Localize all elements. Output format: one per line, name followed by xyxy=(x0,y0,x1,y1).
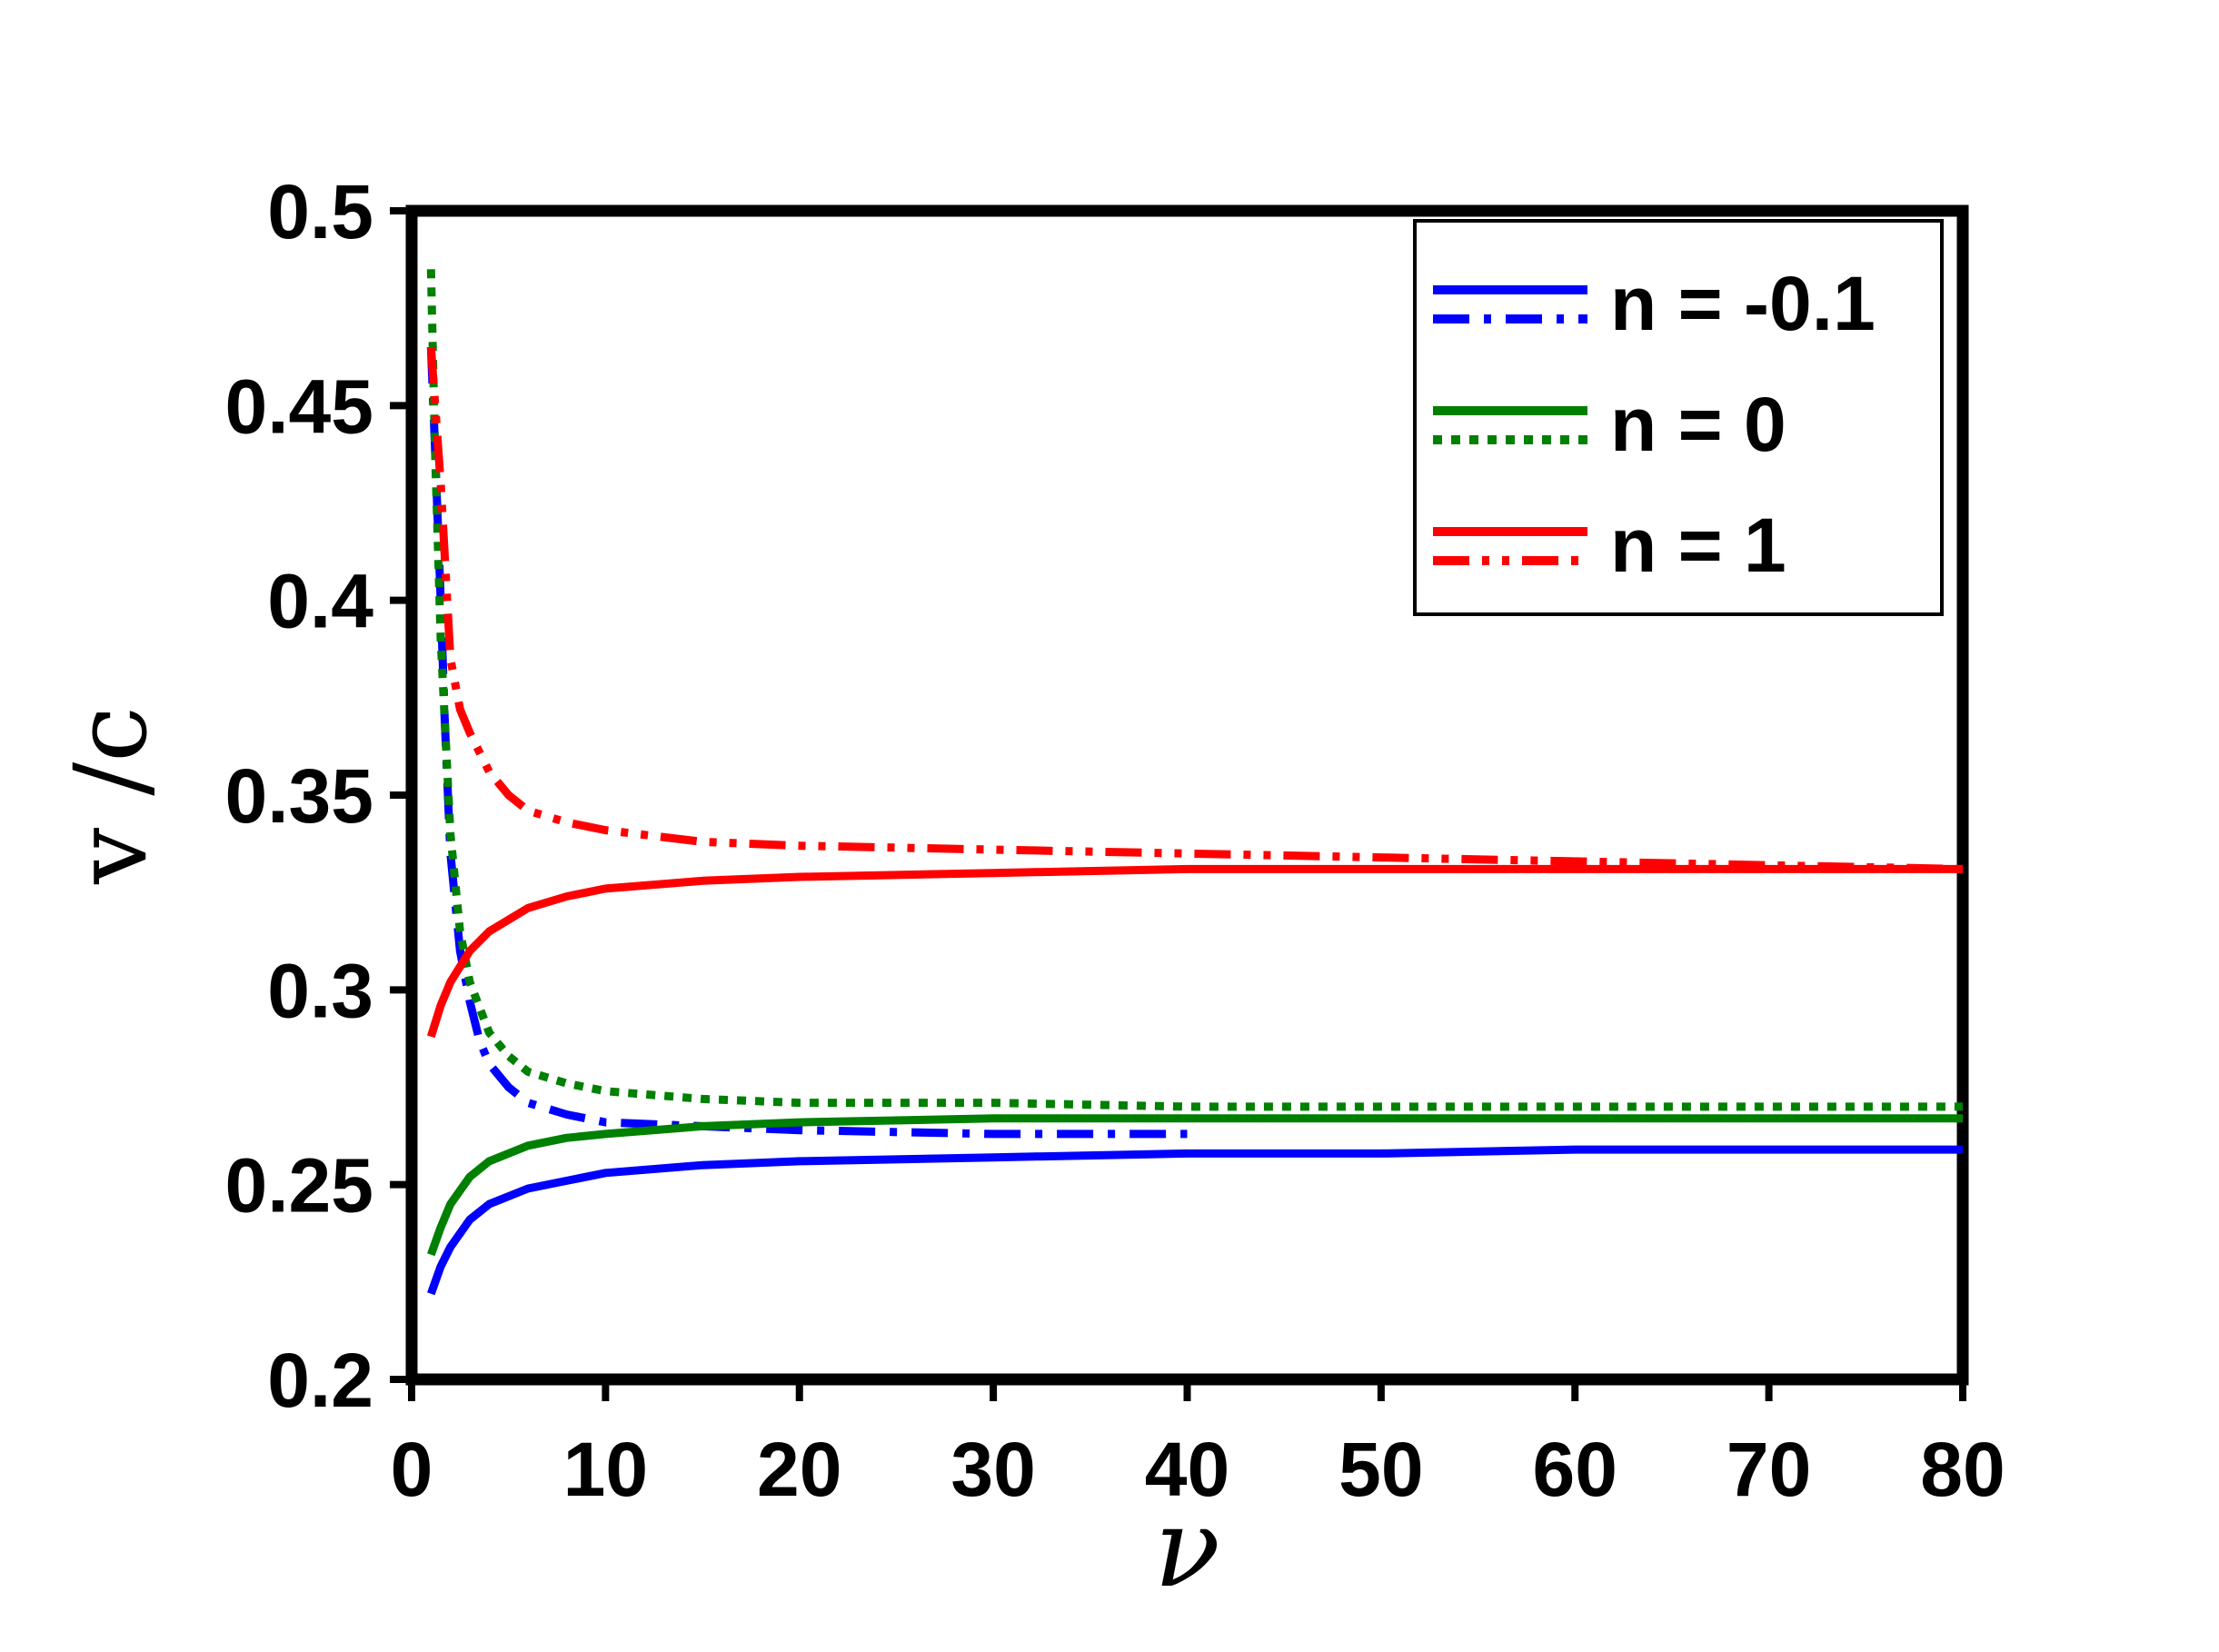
x-axis: 0 10 20 30 40 50 60 70 80 xyxy=(391,1379,2005,1512)
x-axis-title: ν xyxy=(1154,1486,1220,1612)
series-line-5-dash-dot-dot xyxy=(426,346,1964,873)
x-tick-label: 50 xyxy=(1338,1427,1423,1512)
series-line-1-dash-dot xyxy=(426,346,1188,1139)
y-tick-label: 0.35 xyxy=(225,753,374,839)
y-tick-label: 0.4 xyxy=(267,559,373,644)
x-tick-label: 60 xyxy=(1533,1427,1617,1512)
y-axis: 0.2 0.25 0.3 0.35 0.4 0.45 0.5 xyxy=(225,169,412,1423)
series-line-4-solid xyxy=(427,864,1963,1039)
x-tick-label: 40 xyxy=(1145,1427,1229,1512)
legend-label: n = 1 xyxy=(1610,503,1786,588)
series-line-0-solid xyxy=(427,1145,1963,1296)
y-tick-label: 0.2 xyxy=(267,1338,373,1423)
legend-label: n = -0.1 xyxy=(1610,261,1876,346)
y-tick-label: 0.45 xyxy=(225,363,374,449)
x-tick-label: 0 xyxy=(391,1427,433,1512)
series-line-2-solid xyxy=(427,1114,1963,1257)
y-axis-title: v /c xyxy=(53,706,169,885)
x-tick-label: 80 xyxy=(1920,1427,2005,1512)
y-tick-label: 0.25 xyxy=(225,1143,374,1229)
legend: n = -0.1 n = 0 n = 1 xyxy=(1413,219,1944,616)
y-tick-label: 0.5 xyxy=(267,169,373,254)
x-tick-label: 10 xyxy=(563,1427,648,1512)
series-layer xyxy=(426,269,1964,1296)
x-tick-label: 70 xyxy=(1726,1427,1811,1512)
legend-label: n = 0 xyxy=(1610,382,1786,467)
series-line-3-dotted xyxy=(426,269,1963,1111)
x-tick-label: 30 xyxy=(950,1427,1035,1512)
y-tick-label: 0.3 xyxy=(267,948,373,1033)
x-tick-label: 20 xyxy=(757,1427,841,1512)
